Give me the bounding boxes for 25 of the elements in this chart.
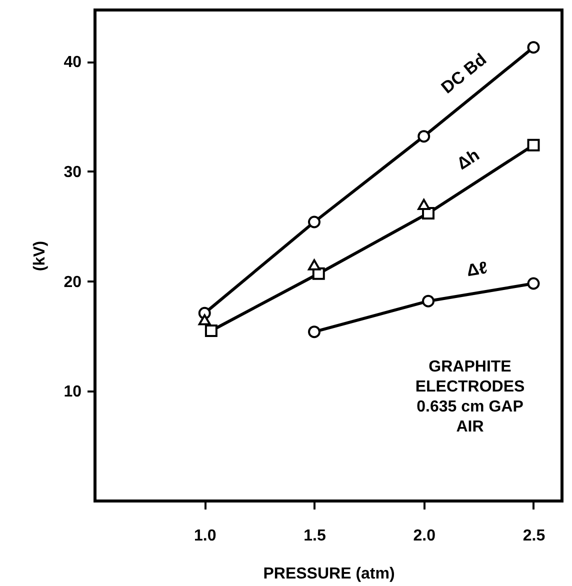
x-tick-label: 2.5 [522, 528, 546, 544]
point [308, 326, 320, 338]
y-tick-label: 20 [64, 274, 82, 291]
x-tick-label: 2.0 [413, 528, 436, 544]
point [527, 41, 540, 54]
y-tick-label: 30 [64, 164, 82, 181]
y-tick-label: 40 [64, 54, 82, 72]
annotation: GRAPHITE ELECTRODES 0.635 cm GAP AIR [415, 358, 525, 436]
x-axis-title: PRESSURE (atm) [263, 566, 395, 582]
text: DC Bd [438, 50, 490, 98]
y-axis-title: (kV) [32, 240, 49, 272]
point [198, 314, 211, 326]
point [418, 130, 430, 143]
x-tick-label: 1.0 [194, 528, 216, 544]
text: Δℓ [465, 258, 489, 280]
point [204, 324, 218, 337]
point [422, 294, 434, 308]
point [527, 138, 540, 152]
x-tick-label: 1.5 [304, 528, 326, 544]
point [527, 277, 540, 290]
y-tick-label: 10 [64, 384, 82, 401]
text: Δh [453, 145, 483, 174]
point [308, 216, 320, 228]
point [308, 259, 320, 270]
point [418, 198, 430, 210]
